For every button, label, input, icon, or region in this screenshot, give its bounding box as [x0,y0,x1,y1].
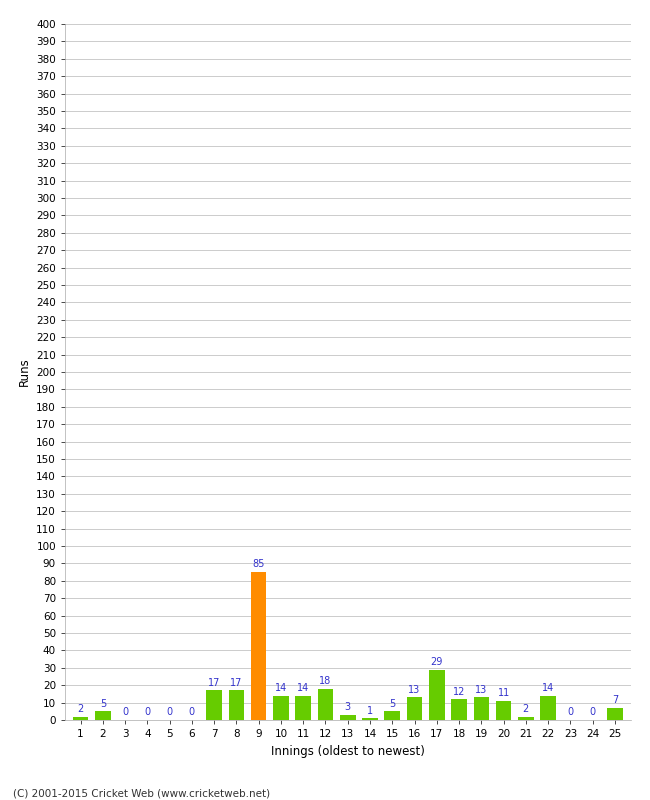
Text: 3: 3 [344,702,351,712]
Bar [296,696,311,720]
Bar [318,689,333,720]
Text: 2: 2 [523,704,529,714]
Text: 14: 14 [542,683,554,693]
Text: 14: 14 [297,683,309,693]
Bar [207,690,222,720]
Y-axis label: Runs: Runs [18,358,31,386]
X-axis label: Innings (oldest to newest): Innings (oldest to newest) [271,745,424,758]
Bar [540,696,556,720]
Text: 13: 13 [408,685,421,694]
Bar [474,698,489,720]
Bar [496,701,512,720]
Bar [229,690,244,720]
Text: 17: 17 [208,678,220,688]
Bar [385,711,400,720]
Bar [429,670,445,720]
Text: 1: 1 [367,706,373,716]
Text: 13: 13 [475,685,488,694]
Text: 29: 29 [430,657,443,667]
Text: 14: 14 [275,683,287,693]
Text: 0: 0 [189,707,195,718]
Text: 11: 11 [497,688,510,698]
Text: 5: 5 [99,698,106,709]
Text: 0: 0 [590,707,595,718]
Bar [73,717,88,720]
Bar [407,698,422,720]
Text: 0: 0 [122,707,128,718]
Bar [518,717,534,720]
Text: 12: 12 [453,686,465,697]
Text: 85: 85 [252,559,265,570]
Bar [340,714,356,720]
Bar [607,708,623,720]
Text: (C) 2001-2015 Cricket Web (www.cricketweb.net): (C) 2001-2015 Cricket Web (www.cricketwe… [13,788,270,798]
Text: 0: 0 [166,707,173,718]
Text: 18: 18 [319,676,332,686]
Text: 17: 17 [230,678,242,688]
Text: 0: 0 [567,707,573,718]
Text: 7: 7 [612,695,618,706]
Bar [362,718,378,720]
Text: 0: 0 [144,707,150,718]
Bar [251,572,266,720]
Text: 5: 5 [389,698,395,709]
Bar [451,699,467,720]
Text: 2: 2 [77,704,84,714]
Bar [95,711,110,720]
Bar [273,696,289,720]
